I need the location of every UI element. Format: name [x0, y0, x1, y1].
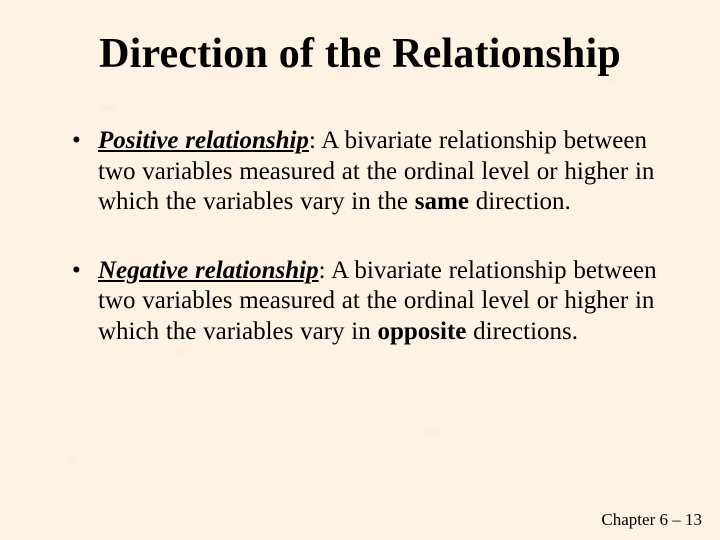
emphasis-word: opposite — [378, 318, 467, 345]
bullet-item: Negative relationship: A bivariate relat… — [68, 256, 660, 348]
definition-after: direction. — [469, 188, 571, 215]
bullet-item: Positive relationship: A bivariate relat… — [68, 126, 660, 218]
bullet-list: Positive relationship: A bivariate relat… — [60, 126, 660, 347]
slide-title: Direction of the Relationship — [60, 30, 660, 78]
slide-footer: Chapter 6 – 13 — [601, 510, 702, 530]
term-text: Negative relationship — [98, 257, 319, 284]
definition-after: directions. — [466, 318, 578, 345]
slide: Direction of the Relationship Positive r… — [0, 0, 720, 540]
term-text: Positive relationship — [98, 127, 309, 154]
emphasis-word: same — [415, 188, 469, 215]
